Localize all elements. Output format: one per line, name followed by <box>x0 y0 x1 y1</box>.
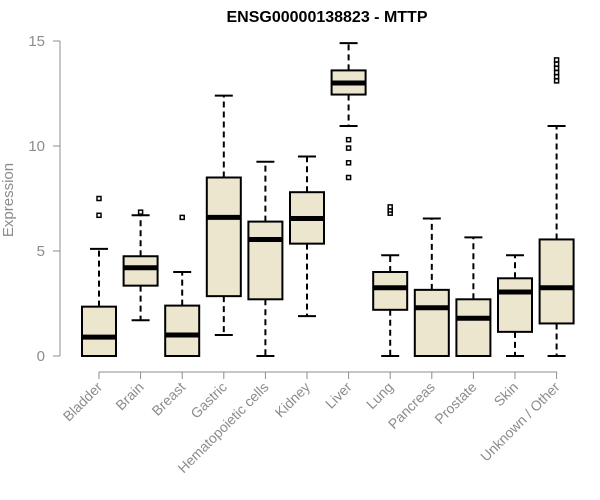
iqr-box <box>413 288 450 358</box>
y-ticks: 0 5 10 15 <box>28 33 60 365</box>
y-tick-label: 0 <box>37 348 45 365</box>
x-tick-label: Liver <box>322 379 355 412</box>
outlier-point <box>96 212 102 219</box>
outlier-point <box>345 160 352 166</box>
outlier-point <box>345 174 352 181</box>
outlier-point <box>137 209 144 215</box>
x-tick-label: Unknown / Other <box>477 379 563 465</box>
box-group <box>455 236 492 357</box>
outlier-point <box>553 65 560 72</box>
chart-title: ENSG00000138823 - MTTP <box>227 9 428 26</box>
iqr-box <box>205 176 242 298</box>
box-group <box>538 57 575 357</box>
box-group <box>247 160 284 357</box>
iqr-box <box>81 305 117 357</box>
x-tick-label: Lung <box>363 379 396 412</box>
x-tick-label: Skin <box>491 379 522 410</box>
x-tick-label: Bladder <box>60 379 106 425</box>
box-group <box>372 204 409 357</box>
iqr-box <box>372 271 409 311</box>
outlier-point <box>345 145 352 151</box>
box-group <box>413 217 450 358</box>
iqr-box <box>538 238 575 325</box>
iqr-box <box>122 255 159 287</box>
y-axis-label: Expression <box>0 163 17 237</box>
box-group <box>497 254 533 357</box>
outlier-point <box>387 204 393 210</box>
outlier-point <box>553 57 560 63</box>
outlier-point <box>179 214 185 221</box>
x-tick-label: Brain <box>112 379 146 413</box>
y-tick-label: 5 <box>37 243 45 260</box>
iqr-box <box>455 298 492 357</box>
box-group <box>330 42 367 181</box>
iqr-box <box>247 220 284 301</box>
outlier-point <box>553 73 560 80</box>
box-group <box>81 195 117 357</box>
box-group <box>289 155 325 318</box>
x-tick-label: Kidney <box>272 379 314 421</box>
outlier-point <box>345 136 352 143</box>
outlier-point <box>553 69 560 76</box>
outlier-point <box>96 195 102 202</box>
iqr-box <box>497 277 533 333</box>
outlier-point <box>553 78 560 84</box>
box-group <box>122 209 159 322</box>
y-tick-label: 10 <box>28 138 45 155</box>
y-tick-label: 15 <box>28 33 45 50</box>
outlier-point <box>553 61 560 67</box>
box-group <box>205 94 242 336</box>
box-group <box>164 214 201 358</box>
boxes <box>81 42 575 358</box>
x-tick-label: Breast <box>148 379 188 419</box>
x-tick-label: Prostate <box>431 379 479 427</box>
iqr-box <box>164 304 201 358</box>
